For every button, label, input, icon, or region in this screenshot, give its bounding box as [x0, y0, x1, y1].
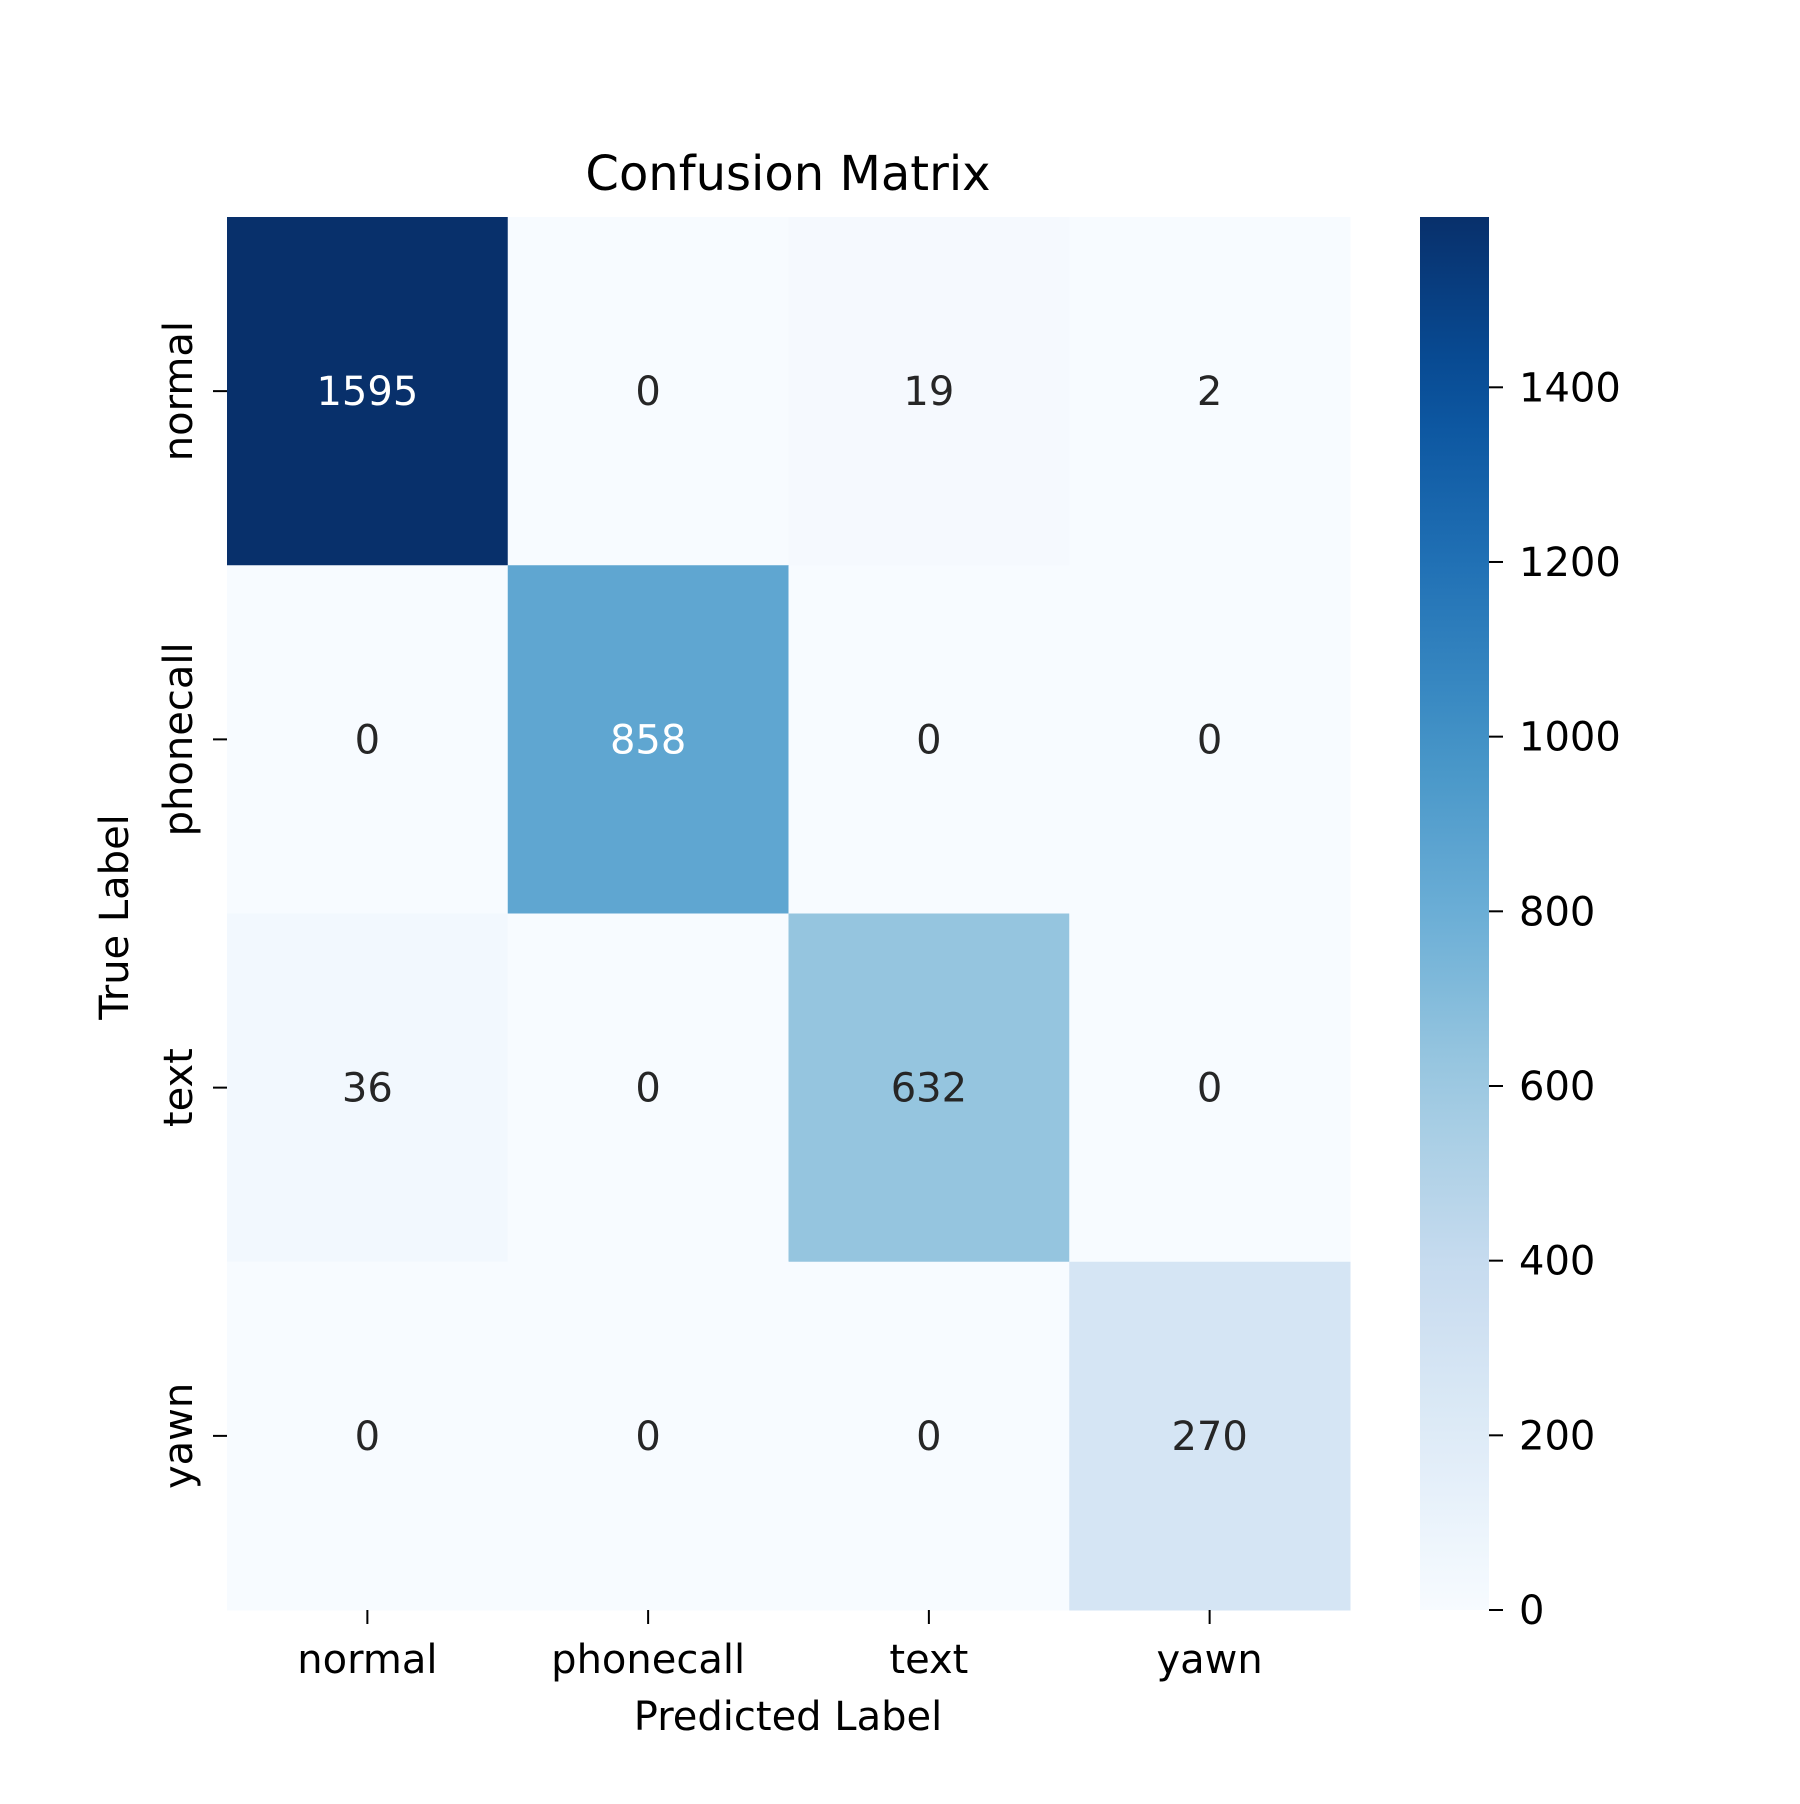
colorbar-tick-label-0: 0	[1519, 1588, 1544, 1634]
colorbar: 0 200 400 600 800 1000 1200 1400	[1420, 217, 1621, 1634]
cell-value-text-phonecall: 0	[635, 1066, 660, 1112]
y-tick-label-yawn: yawn	[156, 1383, 202, 1489]
chart-title: Confusion Matrix	[585, 146, 990, 202]
x-tick-label-normal: normal	[297, 1637, 437, 1683]
colorbar-tick-label-400: 400	[1519, 1239, 1595, 1285]
cell-value-yawn-phonecall: 0	[635, 1414, 660, 1460]
heatmap-cell-text-yawn	[1069, 913, 1351, 1263]
x-axis: normal phonecall text yawn	[297, 1610, 1263, 1683]
cell-annotations: 1595 0 19 2 0 858 0 0 36 0 632 0 0 0 0 270	[316, 369, 1247, 1460]
y-axis-label: True Label	[92, 814, 138, 1021]
heatmap-cell-normal-yawn	[1069, 217, 1351, 566]
colorbar-gradient-bar	[1420, 217, 1489, 1610]
y-tick-label-phonecall: phonecall	[156, 642, 202, 836]
cell-value-normal-phonecall: 0	[635, 369, 660, 415]
heatmap-cell-yawn-normal	[227, 1261, 509, 1611]
heatmap-cell-yawn-phonecall	[507, 1261, 789, 1611]
colorbar-tick-label-800: 800	[1519, 889, 1595, 935]
heatmap-cell-yawn-yawn	[1069, 1261, 1351, 1611]
heatmap-cell-text-text	[788, 913, 1070, 1263]
cell-value-yawn-yawn: 270	[1171, 1414, 1247, 1460]
heatmap-cell-text-normal	[227, 913, 509, 1263]
heatmap-cell-text-phonecall	[507, 913, 789, 1263]
heatmap-cells	[227, 217, 1351, 1611]
heatmap-cell-yawn-text	[788, 1261, 1070, 1611]
y-tick-label-normal: normal	[156, 321, 202, 461]
heatmap-cell-phonecall-yawn	[1069, 565, 1351, 914]
heatmap-cell-phonecall-text	[788, 565, 1070, 914]
cell-value-normal-normal: 1595	[316, 369, 418, 415]
cell-value-normal-text: 19	[903, 369, 954, 415]
cell-value-phonecall-yawn: 0	[1197, 717, 1222, 763]
heatmap-cell-phonecall-phonecall	[507, 565, 789, 914]
heatmap-cell-normal-phonecall	[507, 217, 789, 566]
colorbar-tick-label-1200: 1200	[1519, 540, 1621, 586]
heatmap-cell-normal-text	[788, 217, 1070, 566]
x-tick-label-text: text	[889, 1637, 968, 1683]
cell-value-phonecall-normal: 0	[355, 717, 380, 763]
x-tick-label-phonecall: phonecall	[551, 1637, 745, 1683]
colorbar-tick-label-200: 200	[1519, 1413, 1595, 1459]
cell-value-yawn-text: 0	[916, 1414, 941, 1460]
cell-value-phonecall-phonecall: 858	[610, 717, 686, 763]
cell-value-text-normal: 36	[342, 1066, 393, 1112]
cell-value-normal-yawn: 2	[1197, 369, 1222, 415]
colorbar-tick-label-1400: 1400	[1519, 365, 1621, 411]
y-axis: normal phonecall text yawn	[156, 321, 227, 1489]
cell-value-yawn-normal: 0	[355, 1414, 380, 1460]
x-tick-label-yawn: yawn	[1157, 1637, 1263, 1683]
cell-value-phonecall-text: 0	[916, 717, 941, 763]
colorbar-tick-label-600: 600	[1519, 1064, 1595, 1110]
heatmap-cell-phonecall-normal	[227, 565, 509, 914]
x-axis-label: Predicted Label	[634, 1694, 942, 1740]
cell-value-text-yawn: 0	[1197, 1066, 1222, 1112]
y-tick-label-text: text	[156, 1048, 202, 1127]
colorbar-tick-label-1000: 1000	[1519, 715, 1621, 761]
cell-value-text-text: 632	[891, 1066, 967, 1112]
heatmap-cell-normal-normal	[227, 217, 509, 566]
